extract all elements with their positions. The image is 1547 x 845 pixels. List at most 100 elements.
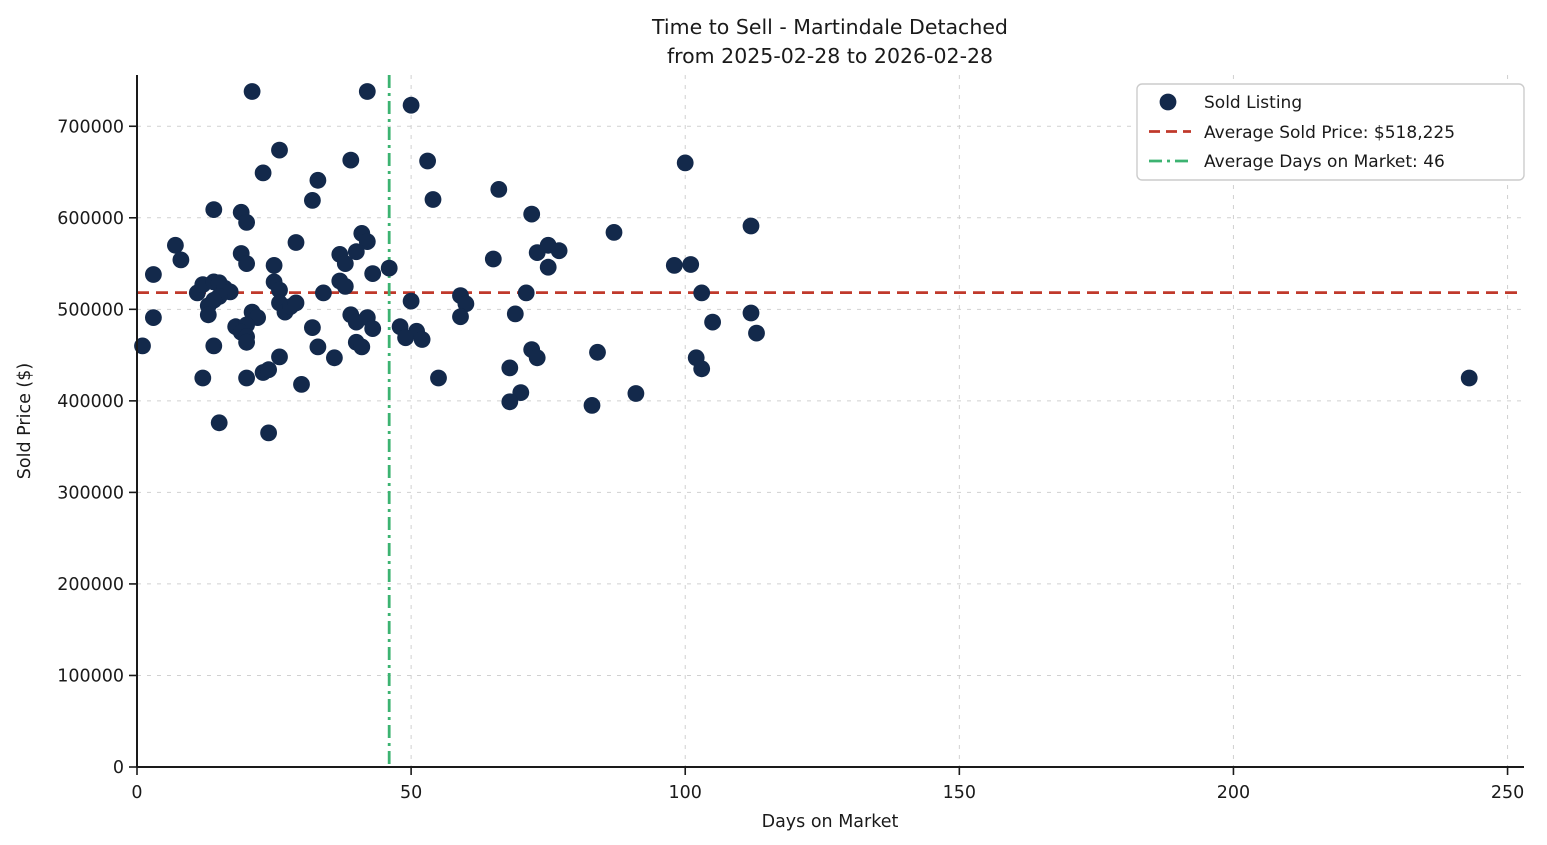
scatter-point: [627, 385, 645, 402]
legend-marker-sold-listing: [1159, 93, 1177, 111]
scatter-point: [238, 333, 256, 351]
scatter-point: [742, 304, 760, 322]
scatter-point: [293, 376, 310, 393]
scatter-point: [364, 265, 382, 282]
scatter-point: [145, 309, 162, 326]
scatter-point: [523, 205, 541, 223]
scatter-point: [693, 360, 711, 378]
y-tick-label: 0: [113, 758, 124, 778]
scatter-point: [424, 191, 442, 208]
scatter-point: [748, 324, 765, 342]
scatter-point: [172, 251, 190, 269]
scatter-point: [238, 369, 256, 387]
legend-box: [1136, 83, 1525, 181]
y-tick-label: 400000: [57, 392, 124, 412]
scatter-point: [304, 192, 321, 209]
y-tick-label: 500000: [57, 300, 124, 320]
scatter-point: [287, 234, 305, 251]
scatter-point: [287, 294, 305, 312]
x-axis-label: Days on Market: [762, 812, 899, 832]
chart-title-line1: Time to Sell - Martindale Detached: [651, 15, 1008, 39]
scatter-point: [167, 236, 184, 254]
scatter-point: [402, 292, 420, 310]
scatter-point: [260, 424, 277, 442]
scatter-point: [490, 181, 508, 198]
scatter-point: [413, 331, 431, 348]
scatter-point: [205, 201, 223, 219]
tick-labels: 0 50 100 150 200 250 0 100000 200000 300000 400000…: [57, 117, 1524, 803]
scatter-point: [528, 349, 546, 367]
scatter-point: [517, 284, 535, 302]
scatter-point: [665, 257, 683, 274]
scatter-point: [304, 319, 321, 336]
scatter-point: [265, 257, 283, 274]
scatter-point: [364, 320, 382, 337]
scatter-point: [704, 313, 721, 331]
legend: Sold Listing Average Sold Price: $518,22…: [1136, 83, 1525, 181]
gridlines: [137, 75, 1524, 767]
scatter-point: [309, 338, 327, 356]
scatter-point: [457, 295, 475, 313]
x-tick-label: 0: [131, 783, 142, 803]
y-tick-label: 700000: [57, 117, 124, 137]
y-axis-label: Sold Price ($): [15, 363, 35, 479]
scatter-point: [358, 83, 376, 100]
scatter-point: [358, 233, 376, 251]
scatter-point: [271, 141, 288, 159]
x-tick-label: 150: [943, 783, 976, 803]
legend-label-sold-listing: Sold Listing: [1204, 93, 1302, 113]
scatter-point: [501, 359, 519, 377]
scatter-point: [512, 384, 530, 401]
scatter-point: [271, 348, 288, 366]
x-tick-label: 200: [1217, 783, 1250, 803]
scatter-point: [238, 255, 256, 272]
scatter-point: [682, 256, 700, 273]
y-tick-label: 600000: [57, 209, 124, 229]
reference-lines: [137, 75, 1524, 767]
x-tick-label: 100: [669, 783, 702, 803]
scatter-point: [484, 250, 502, 268]
scatter-point: [589, 343, 606, 361]
scatter-point: [194, 369, 212, 387]
y-tick-label: 300000: [57, 483, 124, 503]
scatter-point: [199, 306, 217, 324]
scatter-point: [336, 255, 354, 272]
legend-label-average-sold-price: Average Sold Price: $518,225: [1204, 123, 1455, 143]
scatter-point: [326, 349, 343, 367]
scatter-point: [452, 308, 469, 326]
legend-label-average-days-on-market: Average Days on Market: 46: [1204, 152, 1445, 172]
scatter-point: [347, 243, 365, 261]
chart-title-line2: from 2025-02-28 to 2026-02-28: [667, 44, 993, 68]
scatter-point: [145, 266, 162, 283]
scatter-point: [238, 214, 256, 231]
scatter-point: [742, 217, 760, 235]
scatter-point: [397, 329, 414, 347]
scatter-point: [260, 361, 277, 379]
scatter-point: [134, 337, 151, 355]
scatter-point: [309, 171, 327, 189]
scatter-point: [205, 337, 223, 355]
scatter-point: [380, 259, 398, 277]
y-tick-label: 200000: [57, 575, 124, 595]
axes: [129, 75, 1524, 775]
scatter-point: [336, 278, 354, 295]
scatter-point: [419, 152, 436, 170]
scatter-point: [506, 305, 524, 323]
scatter-point: [693, 284, 711, 302]
scatter-point: [583, 397, 601, 414]
y-tick-label: 100000: [57, 666, 124, 686]
scatter-point: [243, 83, 261, 100]
scatter-point: [315, 284, 332, 302]
scatter-point: [1460, 369, 1478, 387]
scatter-point: [402, 96, 420, 114]
scatter-point: [430, 369, 447, 387]
scatter-point: [501, 393, 519, 411]
scatter-point: [353, 338, 371, 356]
scatter-points: [134, 83, 1478, 442]
scatter-point: [271, 281, 288, 299]
scatter-point: [254, 164, 272, 182]
scatter-point: [605, 224, 623, 241]
scatter-point: [210, 414, 228, 432]
